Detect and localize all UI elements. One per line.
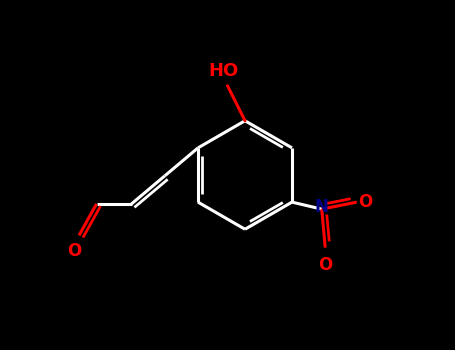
Text: N: N	[315, 198, 329, 216]
Text: O: O	[318, 256, 332, 274]
Text: O: O	[66, 242, 81, 260]
Text: HO: HO	[209, 63, 239, 80]
Text: O: O	[359, 193, 373, 211]
